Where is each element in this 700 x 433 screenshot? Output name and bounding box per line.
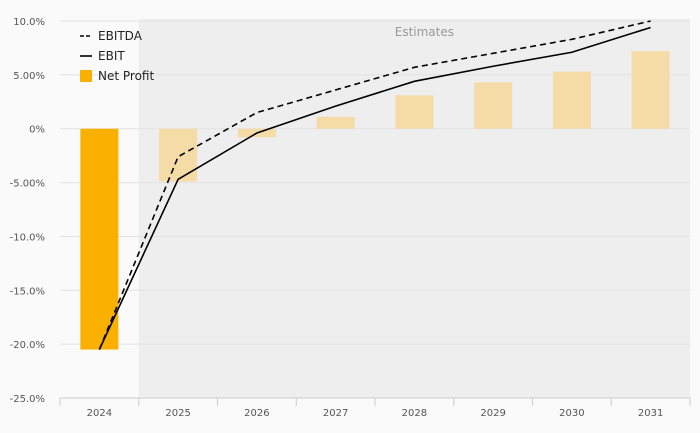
legend-label: EBITDA bbox=[98, 29, 143, 43]
estimates-label: Estimates bbox=[395, 25, 454, 39]
y-axis: -25.0% -20.0% -15.0% -10.0% -5.00% 0% 5.00% 10.… bbox=[10, 17, 45, 405]
y-tick-label: 10.0% bbox=[13, 17, 45, 28]
legend-label: EBIT bbox=[98, 49, 125, 63]
ebit-line bbox=[98, 26, 651, 350]
net-profit-bar bbox=[552, 71, 591, 129]
x-tick-label: 2027 bbox=[323, 408, 348, 419]
x-tick-label: 2026 bbox=[244, 408, 269, 419]
y-tick-label: -20.0% bbox=[10, 340, 45, 351]
x-tick-label: 2024 bbox=[87, 408, 112, 419]
y-tick-label: 0% bbox=[29, 125, 45, 136]
net-profit-bar bbox=[395, 95, 434, 129]
x-tick-label: 2025 bbox=[165, 408, 190, 419]
estimates-region bbox=[138, 19, 690, 398]
x-tick-label: 2029 bbox=[480, 408, 505, 419]
net-profit-bar bbox=[474, 82, 513, 129]
legend-label: Net Profit bbox=[98, 69, 154, 83]
net-profit-bar bbox=[631, 51, 670, 129]
x-tick-label: 2030 bbox=[559, 408, 584, 419]
net-profit-bar bbox=[80, 128, 119, 350]
legend-swatch bbox=[80, 70, 92, 82]
x-axis: 2024 2025 2026 2027 2028 2029 2030 2031 bbox=[59, 397, 691, 419]
x-tick-label: 2031 bbox=[638, 408, 663, 419]
net-profit-bar bbox=[316, 116, 355, 129]
y-tick-label: 5.00% bbox=[13, 71, 45, 82]
y-tick-label: -5.00% bbox=[10, 179, 45, 190]
net-profit-bar bbox=[159, 128, 198, 182]
y-tick-label: -25.0% bbox=[10, 394, 45, 405]
y-tick-label: -15.0% bbox=[10, 286, 45, 297]
y-tick-label: -10.0% bbox=[10, 232, 45, 243]
legend: EBITDA EBIT Net Profit bbox=[80, 29, 154, 83]
x-tick-label: 2028 bbox=[402, 408, 427, 419]
ebitda-line bbox=[98, 20, 651, 350]
line-series bbox=[98, 20, 651, 350]
